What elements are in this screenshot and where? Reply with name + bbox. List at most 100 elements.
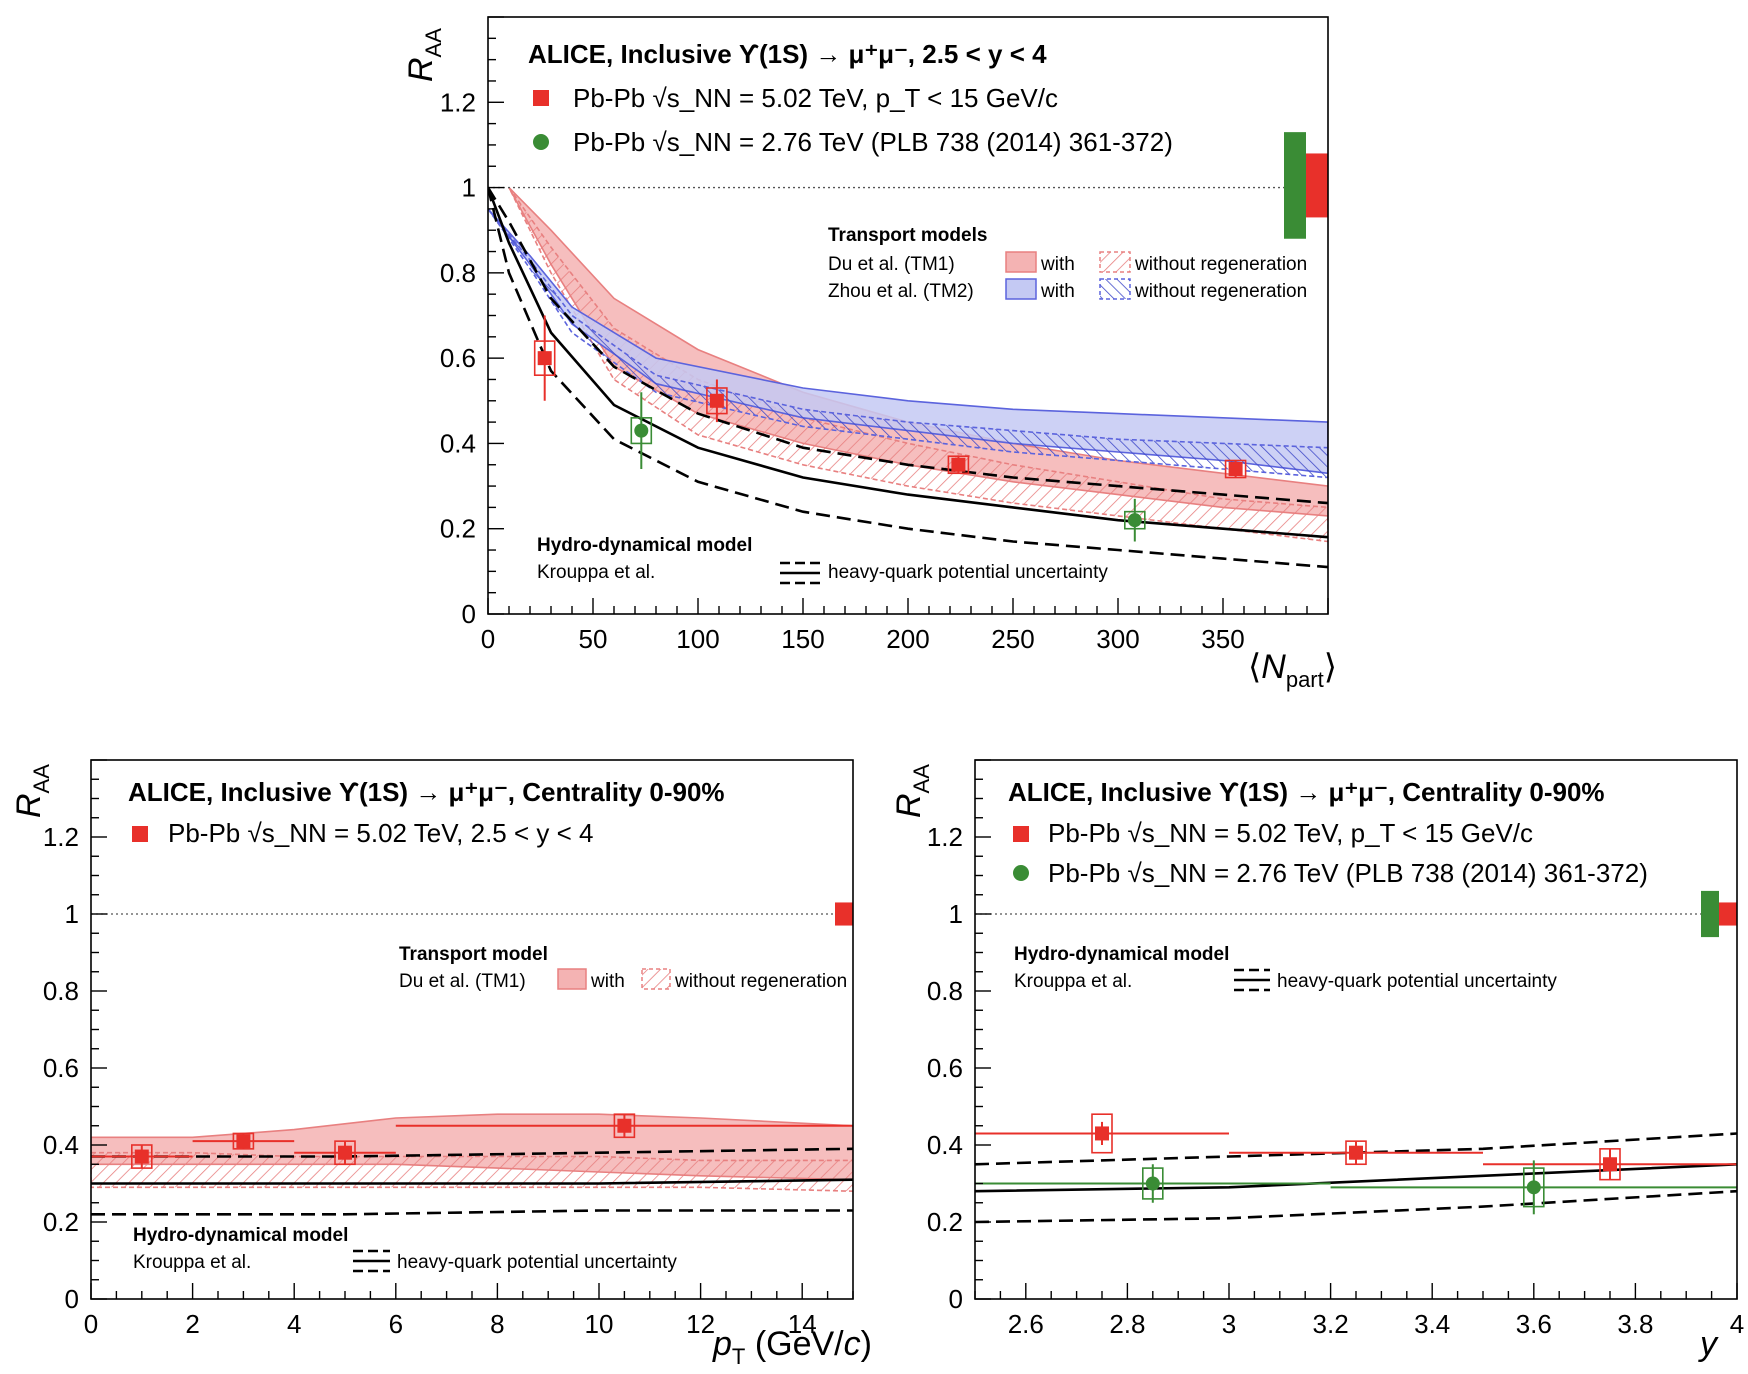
p3-hydro-unc-label: heavy-quark potential uncertainty [1277,971,1557,992]
p1-legend-tm2-without-label: without regeneration [1134,281,1307,302]
p3-x-tick-7: 4 [1730,1309,1744,1339]
p2-transport-header: Transport model [399,944,548,965]
p2-y-tick-4: 0.8 [43,976,79,1006]
p3-series1-point-1 [1330,1160,1737,1215]
p1-y-axis-title: RAA [402,28,446,82]
p3-legend-marker-502 [1013,826,1029,842]
p2-y-axis-title: RAA [10,764,54,818]
p1-hydro-lower-line [488,187,1328,569]
p3-series1-point-0 [975,1164,1331,1203]
p2-x-tick-5: 10 [585,1309,614,1339]
p2-legend-tm1-without-label: without regeneration [674,971,847,992]
p2-x-tick-0: 0 [84,1309,98,1339]
p1-legend-tm1-with-label: with [1040,254,1075,275]
p2-series0-point-2 [294,1140,396,1166]
p3-hydro-header: Hydro-dynamical model [1014,944,1229,965]
p3-legend-hydro-lines [1234,968,1270,992]
p2-y-tick-6: 1.2 [43,822,79,852]
p2-hydro-header: Hydro-dynamical model [133,1225,348,1246]
p3-x-tick-2: 3 [1222,1309,1236,1339]
p1-transport-header: Transport models [828,225,987,246]
p1-tm2-label: Zhou et al. (TM2) [828,281,974,302]
p2-global-uncertainty-0 [835,902,853,926]
p3-y-tick-5: 1 [949,899,963,929]
p2-frame-layer: 0 0.2 0.4 0.6 0.8 1 1.2 0 2 4 6 8 10 12 14 [43,759,854,1339]
p2-series0-point-3 [395,1113,853,1139]
p1-tm2-without-band [488,208,1328,479]
panel-pt: 0 0.2 0.4 0.6 0.8 1 1.2 0 2 4 6 8 10 12 14 ALICE, Incl… [10,759,872,1369]
p3-y-tick-0: 0 [949,1284,963,1314]
p2-x-tick-1: 2 [185,1309,199,1339]
p3-y-tick-2: 0.4 [927,1130,963,1160]
p3-hydro-lower-line [975,1189,1737,1224]
p2-chart-title: ALICE, Inclusive ϒ(1S) → μ⁺μ⁻, Centralit… [128,777,725,807]
p3-x-tick-0: 2.6 [1008,1309,1044,1339]
p2-x-tick-2: 4 [287,1309,301,1339]
p1-y-tick-6: 1.2 [440,87,476,117]
p2-hydro-upper-line [91,1147,853,1158]
p1-y-tick-3: 0.6 [440,343,476,373]
p2-legend-hydro-lines [353,1249,390,1273]
p2-legend-marker-502 [132,826,148,842]
p1-legend-tm1-with-swatch [1005,251,1037,273]
p1-legend-label-502: Pb-Pb √s_NN = 5.02 TeV, p_T < 15 GeV/c [573,83,1058,113]
p1-x-tick-6: 300 [1096,624,1139,654]
p1-x-tick-0: 0 [481,624,495,654]
p1-legend-marker-502 [533,90,549,106]
p1-y-tick-5: 1 [462,173,476,203]
p3-legend-label-502: Pb-Pb √s_NN = 5.02 TeV, p_T < 15 GeV/c [1048,818,1533,848]
p3-legend-label-276: Pb-Pb √s_NN = 2.76 TeV (PLB 738 (2014) 3… [1048,858,1648,888]
p1-chart-title: ALICE, Inclusive ϒ(1S) → μ⁺μ⁻, 2.5 < y <… [528,39,1047,69]
p1-series0-point-2 [947,455,970,475]
p1-x-tick-7: 350 [1201,624,1244,654]
p1-tm1-label: Du et al. (TM1) [828,254,955,275]
p2-y-tick-1: 0.2 [43,1207,79,1237]
p1-hydro-header: Hydro-dynamical model [537,535,752,556]
p2-hydro-lower-line [91,1209,853,1216]
p3-x-tick-4: 3.4 [1414,1309,1450,1339]
p3-y-tick-1: 0.2 [927,1207,963,1237]
p2-x-tick-6: 12 [686,1309,715,1339]
p3-hydro-label: Krouppa et al. [1014,971,1132,992]
p2-hydro-central-line [91,1178,853,1185]
p1-x-tick-5: 250 [991,624,1034,654]
p2-legend-label-502: Pb-Pb √s_NN = 5.02 TeV, 2.5 < y < 4 [168,818,593,848]
p1-hydro-central-line [488,187,1328,539]
p1-x-tick-3: 150 [781,624,824,654]
p2-series0-point-1 [192,1132,295,1150]
p1-plot-layer [488,132,1328,569]
p1-series0-point-0 [533,315,556,401]
p1-frame-layer: 0 0.2 0.4 0.6 0.8 1 1.2 0 50 100 150 200 250 300 350 [440,16,1329,654]
panel-rapidity: 0 0.2 0.4 0.6 0.8 1 1.2 2.6 2.8 3 3.2 3.4 3.6 3.8 4 AL… [890,759,1744,1363]
p1-series1-point-1 [1124,498,1146,542]
p3-x-tick-6: 3.8 [1617,1309,1653,1339]
p3-series0-point-0 [975,1113,1229,1154]
p1-legend-tm2-without-swatch [1099,278,1131,300]
p1-global-uncertainty-1 [1306,153,1328,218]
p1-y-tick-0: 0 [462,599,476,629]
p2-plot-layer [91,902,853,1216]
p1-legend-tm1-without-label: without regeneration [1134,254,1307,275]
p1-hydro-upper-line [488,186,1328,505]
p3-chart-title: ALICE, Inclusive ϒ(1S) → μ⁺μ⁻, Centralit… [1008,777,1605,807]
p1-legend-label-276: Pb-Pb √s_NN = 2.76 TeV (PLB 738 (2014) 3… [573,127,1173,157]
p2-hydro-label: Krouppa et al. [133,1252,251,1273]
p2-tm1-label: Du et al. (TM1) [399,971,526,992]
p1-x-tick-1: 50 [579,624,608,654]
p1-legend-tm2-with-label: with [1040,281,1075,302]
panel-centrality: 0 0.2 0.4 0.6 0.8 1 1.2 0 50 100 150 200 250 300 350 A… [402,16,1337,692]
p2-x-axis-title: pT (GeV/c) [712,1325,872,1369]
p1-x-tick-4: 200 [886,624,929,654]
p3-x-tick-1: 2.8 [1109,1309,1145,1339]
p1-y-tick-4: 0.8 [440,258,476,288]
p3-global-uncertainty-1 [1719,902,1737,926]
p1-legend-marker-276 [533,134,549,150]
p2-x-tick-7: 14 [788,1309,817,1339]
p2-y-tick-0: 0 [65,1284,79,1314]
p2-legend-tm1-with-swatch [557,968,587,990]
p2-legend-tm1-with-label: with [590,971,625,992]
p3-series0-point-2 [1483,1148,1737,1181]
p3-y-axis-title: RAA [890,764,934,818]
p3-y-tick-4: 0.8 [927,976,963,1006]
p1-hydro-unc-label: heavy-quark potential uncertainty [828,562,1108,583]
